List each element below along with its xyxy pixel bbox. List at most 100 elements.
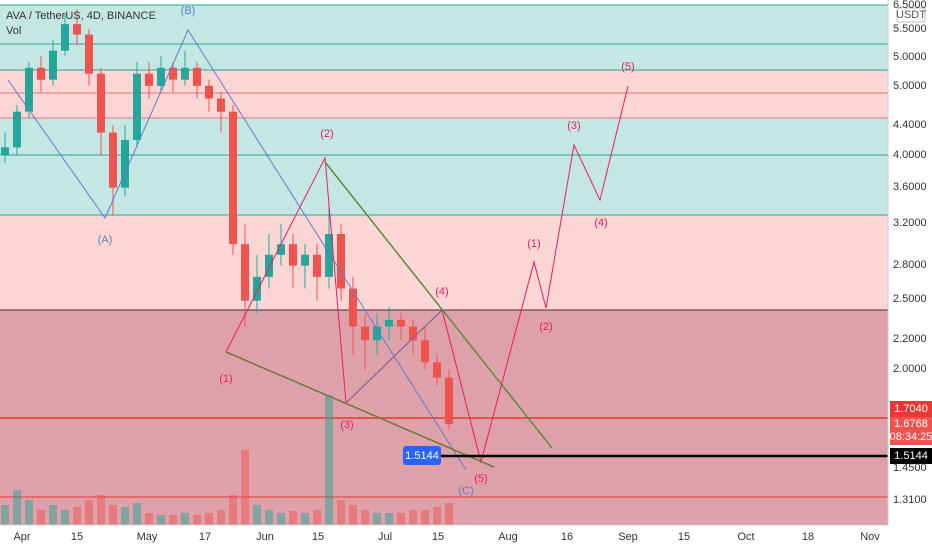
candle-body (109, 132, 117, 188)
wave-label: (2) (320, 128, 333, 140)
date-tick-label: 16 (561, 531, 573, 543)
zone-teal (0, 118, 888, 215)
volume-bar (61, 510, 69, 525)
wave-label: (A) (98, 234, 113, 246)
wave-label: (5) (474, 473, 487, 485)
price-tick-label: 5.0000 (893, 80, 927, 92)
candle-body (241, 244, 249, 301)
volume-bar (349, 505, 357, 525)
date-tick-label: 15 (71, 531, 83, 543)
volume-bar (361, 510, 369, 525)
badge-level (890, 448, 932, 464)
candle-body (373, 326, 381, 341)
volume-bar (1, 505, 9, 525)
candle-body (121, 139, 129, 188)
volume-bar (385, 513, 393, 525)
candle-body (433, 362, 441, 378)
candle-body (289, 244, 297, 266)
zone-teal (0, 5, 888, 44)
badge-last (890, 401, 932, 417)
date-tick-label: 15 (312, 531, 324, 543)
candle-body (205, 85, 213, 99)
level-box[interactable] (403, 446, 441, 465)
candle-body (133, 73, 141, 140)
candle-body (445, 377, 453, 424)
volume-bar (409, 510, 417, 525)
date-tick-label: Sep (618, 531, 638, 543)
candle-body (13, 111, 21, 148)
volume-bar (13, 490, 21, 525)
volume-bar (85, 500, 93, 525)
volume-bar (217, 510, 225, 525)
volume-bar (121, 507, 129, 525)
wave-label: (5) (621, 61, 634, 73)
zone-teal (0, 44, 888, 70)
candle-body (1, 147, 9, 155)
price-tick-label: 3.6000 (893, 181, 927, 193)
candle-body (181, 67, 189, 80)
levels (0, 4, 888, 498)
volume-bar (337, 500, 345, 525)
candle-body (301, 254, 309, 266)
volume-bar (397, 513, 405, 525)
volume-bar (289, 511, 297, 525)
candle-body (397, 319, 405, 327)
candle-body (157, 67, 165, 86)
volume-bar (157, 515, 165, 525)
volume-bar (313, 510, 321, 525)
price-tick-label: 1.3100 (893, 494, 927, 506)
wave-label: (C) (458, 485, 473, 497)
price-tick-label: 2.5000 (893, 293, 927, 305)
wave-label: (2) (539, 321, 552, 333)
currency-box[interactable] (896, 7, 926, 23)
candle-body (253, 276, 261, 301)
date-tick-label: Apr (13, 531, 30, 543)
price-tick-label: 3.2000 (893, 217, 927, 229)
candle-body (409, 326, 417, 341)
axis-labels: 6.5000 5.5000 5.0000 5.0000 4.4000 4.0000 3.60… (13, 0, 926, 543)
badge-level-text: 1.5144 (894, 450, 928, 462)
candle-body (61, 24, 69, 51)
candle-body (277, 244, 285, 255)
candle-body (337, 234, 345, 289)
candle-body (385, 319, 393, 327)
candle-body (73, 24, 81, 35)
date-tick-label: 18 (802, 531, 814, 543)
date-axis (0, 525, 888, 550)
currency: USDT (896, 9, 926, 21)
price-tick-label: 6.5000 (893, 0, 927, 11)
wave-label: (1) (219, 373, 232, 385)
candle-body (265, 254, 273, 277)
wave-label: (4) (594, 217, 607, 229)
volume-label: Vol (6, 25, 21, 37)
volume-bar (277, 513, 285, 525)
candle-body (229, 111, 237, 245)
badge-current (890, 417, 932, 445)
volume-bar (421, 510, 429, 525)
volume-bar (133, 503, 141, 525)
date-tick-label: Aug (498, 531, 518, 543)
wave-labels: (B) (A) (C) (1) (2) (3) (4) (5) (1) (2) (3) (4) (5) (98, 5, 635, 497)
date-tick-label: Jun (256, 531, 274, 543)
volume-bar (253, 505, 261, 525)
date-tick-label: 17 (199, 531, 211, 543)
candle-body (25, 67, 33, 112)
badge-current-text: 1.6768 (894, 418, 928, 430)
volume-bar (109, 505, 117, 525)
level-label: 1.5144 (405, 450, 439, 462)
badge-last-text: 1.7040 (894, 403, 928, 415)
volume-bar (37, 510, 45, 525)
candle-body (85, 34, 93, 74)
price-tick-label: 5.5000 (893, 23, 927, 35)
price-tick-label: 4.4000 (893, 119, 927, 131)
candles (1, 9, 453, 525)
volume-bar (145, 513, 153, 525)
price-tick-label: 2.8000 (893, 259, 927, 271)
volume-bar (193, 515, 201, 525)
volume-bar (181, 513, 189, 525)
price-tick-label: 4.0000 (893, 149, 927, 161)
volume-bar (265, 510, 273, 525)
date-tick-label: Jul (378, 531, 392, 543)
zone-pink (0, 215, 888, 310)
